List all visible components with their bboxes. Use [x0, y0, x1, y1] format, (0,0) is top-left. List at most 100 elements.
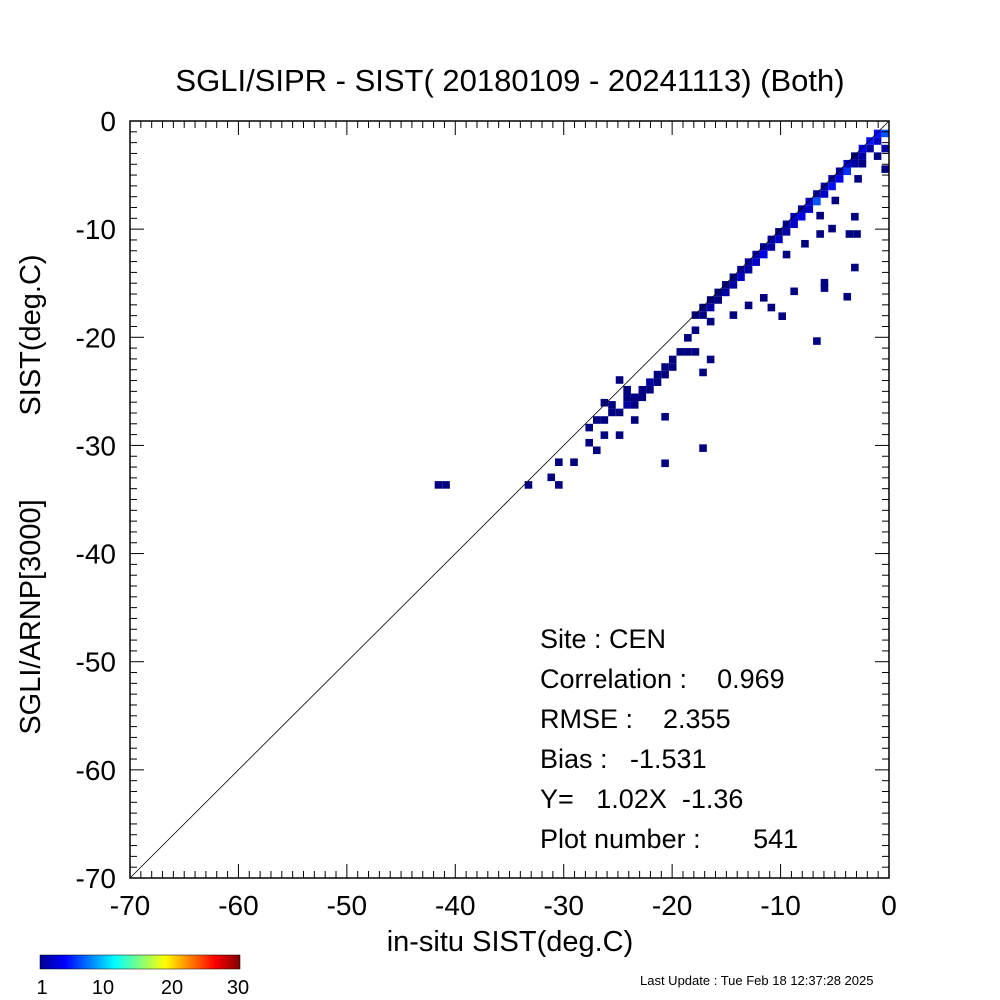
density-cell: [630, 393, 639, 402]
y-axis-label-line-1: SGLI/ARNP[3000]: [15, 499, 47, 734]
density-cell: [790, 287, 798, 296]
density-cell: [684, 334, 692, 342]
density-cell: [854, 175, 862, 183]
density-cell: [729, 273, 738, 282]
y-tick-label: -40: [76, 539, 116, 570]
y-tick-label: -50: [76, 647, 116, 678]
density-cell: [813, 197, 821, 206]
density-cell: [434, 481, 443, 489]
colorbar-tick-label: 1: [36, 977, 47, 999]
density-cell: [722, 288, 730, 297]
density-cell: [767, 243, 776, 251]
density-cell: [858, 152, 867, 160]
x-tick-label: -40: [435, 890, 475, 921]
density-cell: [782, 250, 791, 259]
density-cell: [759, 243, 768, 251]
density-cell: [866, 137, 874, 145]
density-cell: [661, 459, 669, 468]
colorbar-gradient: [39, 954, 241, 970]
one-to-one-line: [129, 120, 890, 879]
density-cell: [737, 265, 745, 274]
x-tick-label: -30: [543, 890, 583, 921]
density-cell: [706, 296, 715, 304]
density-cell: [759, 294, 768, 302]
density-cell: [805, 197, 814, 206]
density-cell: [442, 481, 450, 489]
density-cell: [744, 301, 753, 310]
density-cell: [600, 416, 609, 424]
density-cell: [653, 370, 662, 379]
density-cell: [831, 196, 840, 205]
density-cell: [615, 408, 624, 417]
density-cell: [881, 129, 889, 138]
density-cell: [778, 312, 786, 320]
y-axis-label-line-2: SIST(deg.C): [15, 254, 47, 415]
y-tick-label: 0: [100, 106, 116, 137]
x-tick-label: 0: [881, 890, 897, 921]
density-cell: [600, 431, 609, 439]
density-cell: [646, 378, 654, 386]
density-cell: [524, 481, 533, 489]
density-cell: [684, 348, 692, 356]
stat-bias: Bias : -1.531: [540, 744, 707, 774]
density-cell: [555, 458, 563, 466]
density-cell: [853, 230, 861, 238]
density-cell: [775, 235, 783, 244]
density-cell: [797, 205, 806, 213]
density-cell: [767, 303, 776, 312]
density-cell: [623, 401, 631, 409]
density-cell: [699, 311, 707, 319]
density-cell: [668, 355, 677, 364]
density-cell: [737, 273, 745, 282]
density-cell: [881, 144, 889, 153]
density-cell: [851, 159, 859, 168]
x-axis-label: in-situ SIST(deg.C): [387, 926, 634, 958]
density-cell: [845, 230, 854, 238]
density-cell: [638, 385, 647, 394]
density-cell: [608, 401, 616, 409]
colorbar-tick-label: 20: [161, 977, 183, 999]
x-tick-label: -10: [760, 890, 800, 921]
density-cell: [661, 412, 669, 421]
stat-site: Site : CEN: [540, 624, 666, 654]
x-tick-label: -70: [110, 890, 150, 921]
density-cell: [835, 175, 844, 183]
colorbar: 1 10 20 30: [36, 954, 249, 999]
chart-title: SGLI/SIPR - SIST( 20180109 - 20241113) (…: [175, 63, 844, 98]
density-cell: [615, 431, 624, 439]
density-cell: [866, 144, 874, 153]
density-cell: [790, 212, 798, 221]
last-update-text: Last Update : Tue Feb 18 12:37:28 2025: [640, 973, 873, 988]
density-cell: [555, 481, 563, 489]
density-cell: [782, 228, 791, 236]
colorbar-tick-label: 30: [227, 977, 249, 999]
axis-tick-labels: -70 -60 -50 -40 -30 -20 -10 0 0 -10 -20 -30 -40 -50 -6…: [76, 106, 897, 921]
density-cell: [790, 220, 798, 229]
density-cell: [828, 224, 836, 233]
density-cell: [600, 398, 609, 407]
density-cell: [615, 376, 624, 384]
stat-correlation: Correlation : 0.969: [540, 664, 785, 694]
density-cell: [630, 401, 639, 409]
density-cell: [691, 348, 700, 356]
density-cell: [835, 167, 844, 176]
density-cell: [752, 258, 760, 266]
density-cell: [843, 159, 852, 168]
density-cell: [775, 228, 783, 236]
density-cell: [820, 284, 829, 292]
y-tick-label: -20: [76, 322, 116, 353]
density-cell: [661, 370, 669, 379]
density-cell: [729, 281, 738, 289]
density-cell: [699, 303, 707, 312]
density-cell: [638, 393, 647, 402]
stat-regression: Y= 1.02X -1.36: [540, 784, 743, 814]
density-cells: [434, 129, 889, 489]
density-cell: [782, 220, 791, 229]
density-cell: [851, 152, 859, 160]
density-cell: [881, 165, 889, 173]
density-cell: [813, 337, 821, 345]
density-cell: [744, 258, 753, 266]
density-cell: [668, 363, 677, 371]
colorbar-tick-label: 10: [92, 977, 114, 999]
density-cell: [873, 152, 882, 160]
